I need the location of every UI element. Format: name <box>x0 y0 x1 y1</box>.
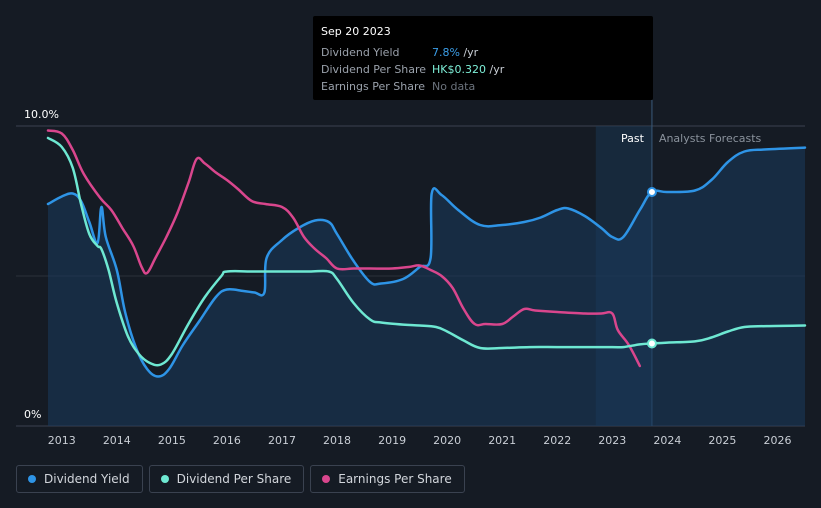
x-tick-label: 2015 <box>158 434 186 447</box>
legend-label: Dividend Yield <box>44 472 130 486</box>
tooltip-label: Earnings Per Share <box>321 80 426 93</box>
tooltip-label: Dividend Per Share <box>321 63 427 76</box>
x-tick-label: 2017 <box>268 434 296 447</box>
tooltip-row-earnings-per-share: Earnings Per Share No data <box>321 78 645 95</box>
y-axis-bottom-label: 0% <box>24 408 41 421</box>
tooltip-label: Dividend Yield <box>321 46 400 59</box>
dividend-yield-marker[interactable] <box>646 187 657 197</box>
x-tick-label: 2026 <box>763 434 791 447</box>
dividend-per-share-line <box>46 136 807 367</box>
tooltip-row-dividend-yield: Dividend Yield 7.8% /yr <box>321 44 645 61</box>
x-tick-label: 2014 <box>103 434 131 447</box>
x-tick-label: 2025 <box>708 434 736 447</box>
x-tick-label: 2013 <box>48 434 76 447</box>
tooltip-unit: /yr <box>463 46 479 59</box>
x-tick-label: 2016 <box>213 434 241 447</box>
x-tick-label: 2019 <box>378 434 406 447</box>
dividend-per-share-dot-icon <box>160 475 169 483</box>
tooltip-row-dividend-per-share: Dividend Per Share HK$0.320 /yr <box>321 61 645 78</box>
analysts-forecasts-label: Analysts Forecasts <box>659 132 762 145</box>
x-tick-label: 2018 <box>323 434 351 447</box>
legend-label: Dividend Per Share <box>176 472 292 486</box>
legend-item-earnings-per-share[interactable]: Earnings Per Share <box>310 465 465 493</box>
y-axis-top-label: 10.0% <box>24 108 59 121</box>
tooltip-value: 7.8% <box>432 46 460 59</box>
x-tick-label: 2022 <box>543 434 571 447</box>
legend-label: Earnings Per Share <box>338 472 452 486</box>
tooltip-value: HK$0.320 <box>432 63 486 76</box>
legend: Dividend Yield Dividend Per Share Earnin… <box>16 465 465 493</box>
x-tick-label: 2023 <box>598 434 626 447</box>
x-tick-label: 2020 <box>433 434 461 447</box>
dividend-yield-dot-icon <box>28 475 36 483</box>
earnings-per-share-line <box>46 129 642 368</box>
x-tick-label: 2021 <box>488 434 516 447</box>
dividend-per-share-marker[interactable] <box>646 338 657 349</box>
tooltip-value: No data <box>432 80 476 93</box>
tooltip: Sep 20 2023 Dividend Yield 7.8% /yr Divi… <box>313 16 653 100</box>
legend-item-dividend-yield[interactable]: Dividend Yield <box>16 465 143 493</box>
tooltip-date: Sep 20 2023 <box>321 25 391 38</box>
dividend-yield-line <box>46 146 807 378</box>
dividend-yield-area <box>48 147 805 426</box>
earnings-per-share-dot-icon <box>322 475 331 483</box>
past-label: Past <box>621 132 645 145</box>
legend-item-dividend-per-share[interactable]: Dividend Per Share <box>148 465 305 493</box>
x-tick-label: 2024 <box>653 434 681 447</box>
tooltip-unit: /yr <box>489 63 505 76</box>
